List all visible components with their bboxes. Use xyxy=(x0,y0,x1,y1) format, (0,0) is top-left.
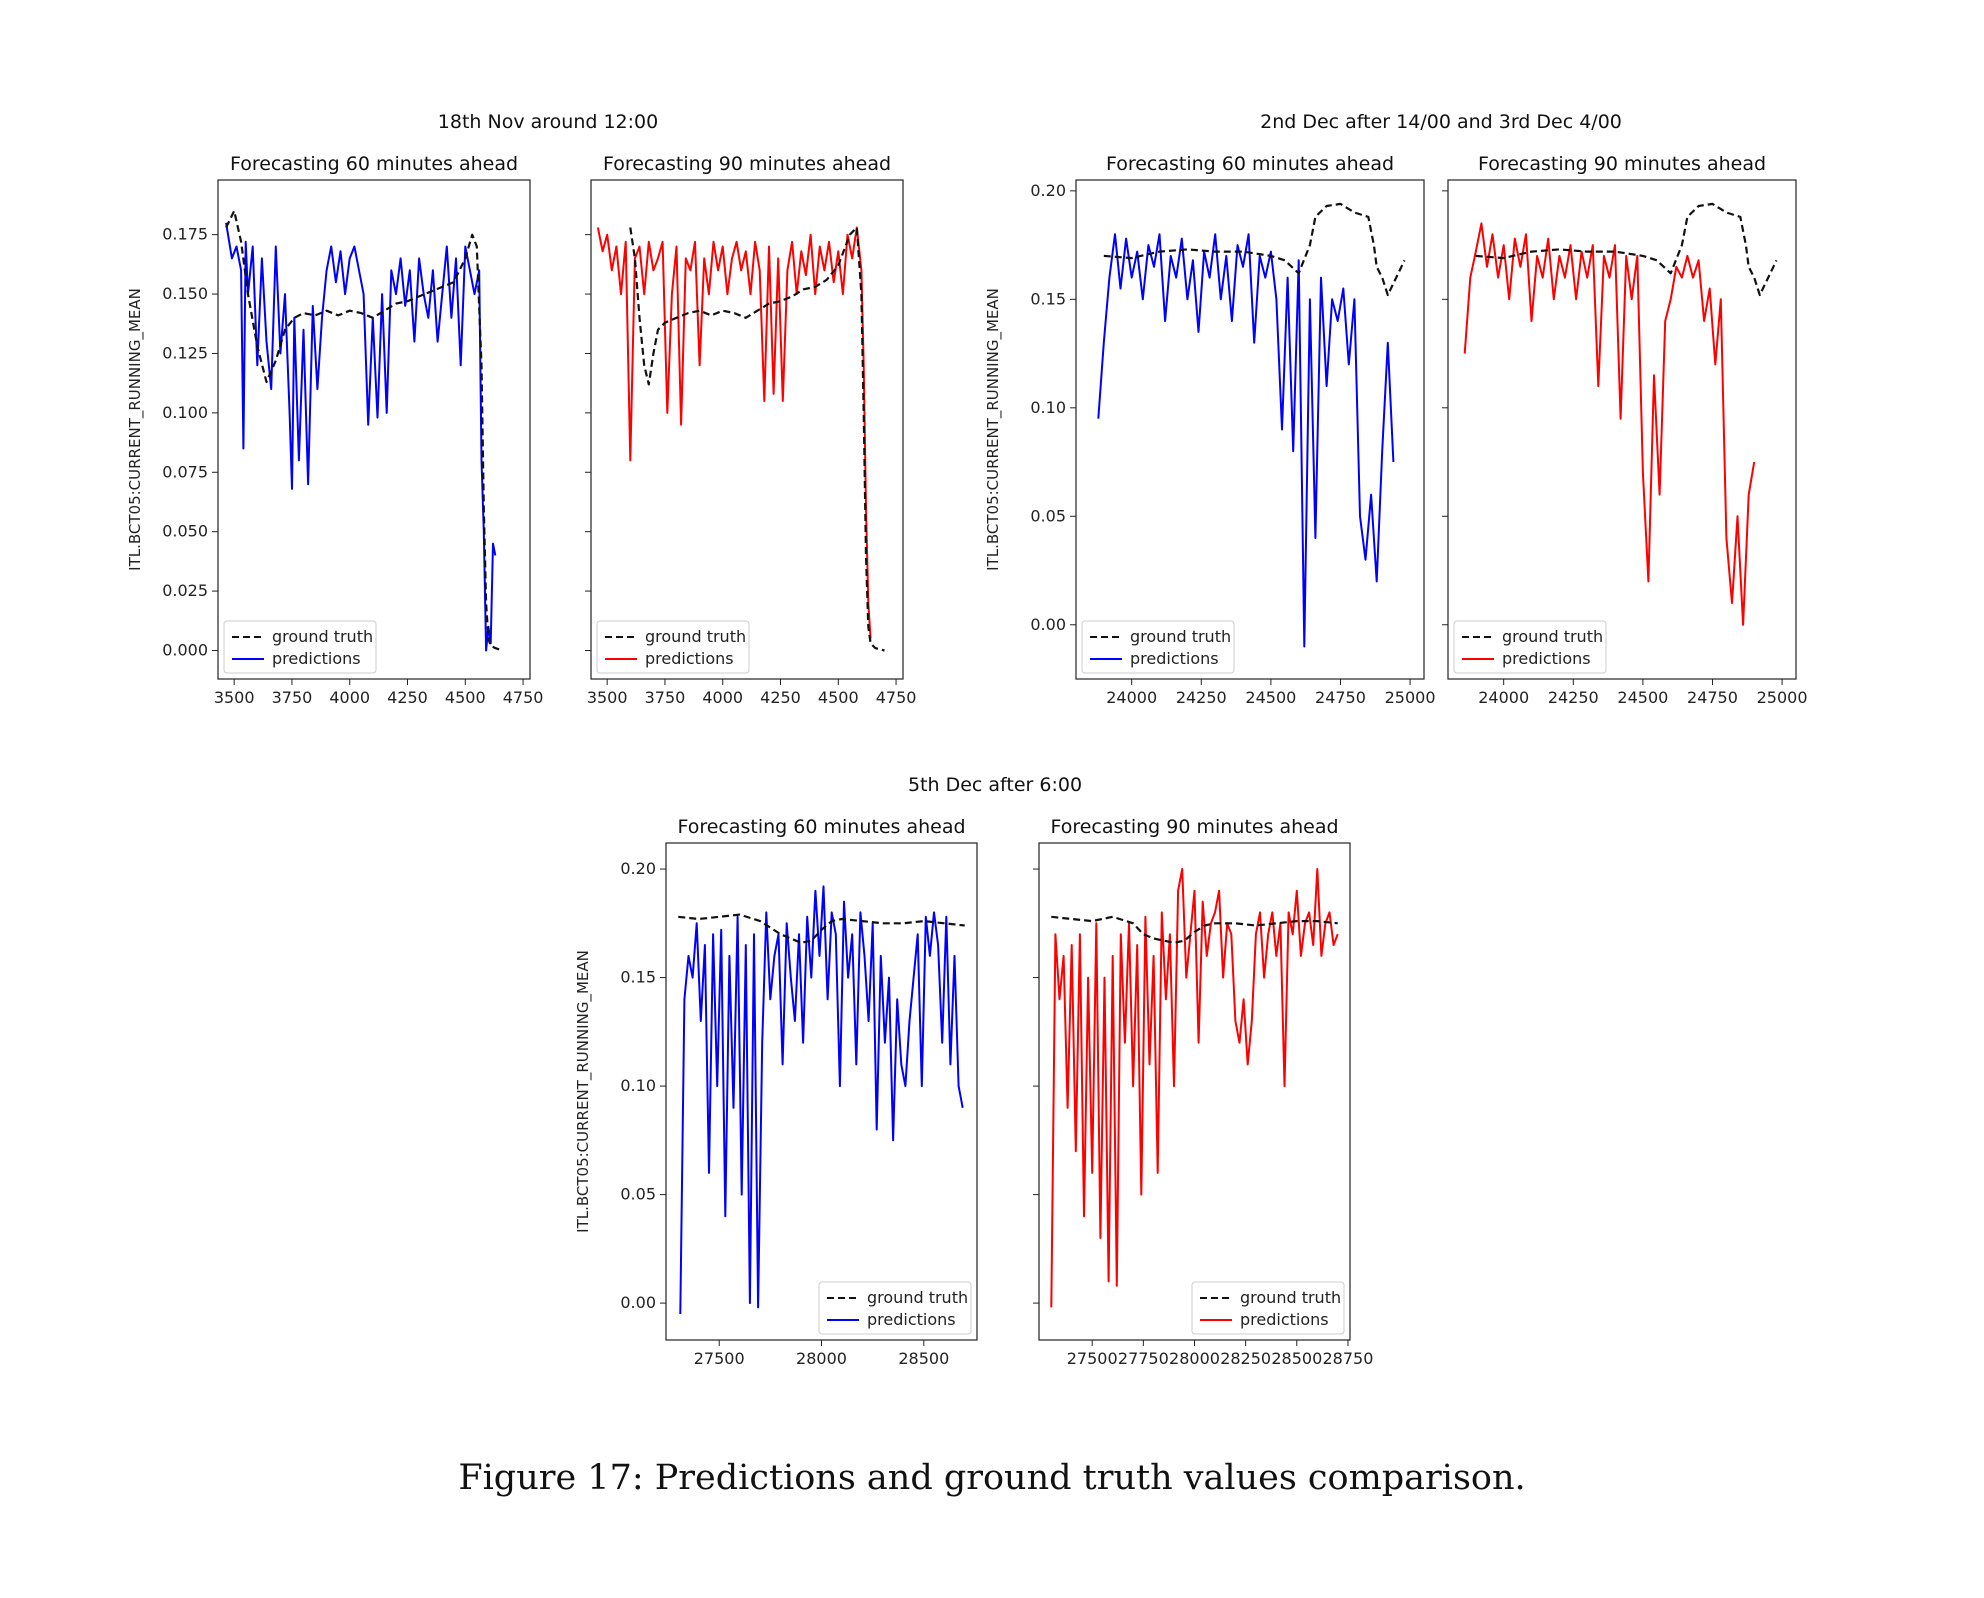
plot-frame xyxy=(217,179,531,680)
chart-panel-3: Forecasting 90 minutes ahead 24000 24250 24… xyxy=(1442,153,1808,707)
series-line-predictions xyxy=(1050,868,1339,1308)
x-tick-label: 24750 xyxy=(1687,688,1738,707)
x-tick-label: 4500 xyxy=(818,688,859,707)
series-line-ground-truth xyxy=(1103,202,1406,297)
chart-panel-1: Forecasting 90 minutes ahead 3500 3750 4000… xyxy=(585,153,916,707)
y-tick-label: 0.10 xyxy=(1030,398,1066,417)
x-tick-label: 4750 xyxy=(876,688,917,707)
x-tick-label: 4000 xyxy=(702,688,743,707)
y-tick-label: 0.00 xyxy=(620,1293,656,1312)
series-line-predictions xyxy=(679,885,964,1315)
chart-panel-4: Forecasting 60 minutes ahead 27500 28000 28… xyxy=(574,816,978,1368)
y-tick-label: 0.05 xyxy=(1030,506,1066,525)
series-line-ground-truth xyxy=(678,913,965,944)
x-tick-label: 28750 xyxy=(1323,1349,1374,1368)
series-line-ground-truth xyxy=(629,226,885,652)
x-tick-label: 3500 xyxy=(214,688,255,707)
y-tick-label: 0.125 xyxy=(162,343,208,362)
y-axis-label: ITL.BCT05:CURRENT_RUNNING_MEAN xyxy=(126,288,145,571)
x-tick-label: 25000 xyxy=(1757,688,1808,707)
chart-title: Forecasting 90 minutes ahead xyxy=(603,153,891,175)
chart-title: Forecasting 60 minutes ahead xyxy=(230,153,518,175)
x-tick-label: 27750 xyxy=(1118,1349,1169,1368)
series-line-predictions xyxy=(596,226,872,639)
x-tick-label: 3750 xyxy=(272,688,313,707)
y-axis-label: ITL.BCT05:CURRENT_RUNNING_MEAN xyxy=(984,288,1003,571)
x-tick-label: 4500 xyxy=(445,688,486,707)
legend-label-ground-truth: ground truth xyxy=(867,1288,968,1307)
y-tick-label: 0.00 xyxy=(1030,615,1066,634)
legend-label-predictions: predictions xyxy=(867,1310,956,1329)
legend-label-predictions: predictions xyxy=(1502,649,1591,668)
y-tick-label: 0.20 xyxy=(620,859,656,878)
chart-panel-0: Forecasting 60 minutes ahead 3500 3750 4000… xyxy=(126,153,543,707)
x-tick-label: 3500 xyxy=(587,688,628,707)
y-tick-label: 0.20 xyxy=(1030,181,1066,200)
chart-title: Forecasting 90 minutes ahead xyxy=(1478,153,1766,175)
legend-label-ground-truth: ground truth xyxy=(1130,627,1231,646)
legend-label-ground-truth: ground truth xyxy=(1502,627,1603,646)
legend-label-predictions: predictions xyxy=(1130,649,1219,668)
x-tick-label: 27500 xyxy=(1067,1349,1118,1368)
x-tick-label: 28250 xyxy=(1220,1349,1271,1368)
y-axis-label: ITL.BCT05:CURRENT_RUNNING_MEAN xyxy=(574,950,593,1233)
y-tick-label: 0.075 xyxy=(162,462,208,481)
series-line-ground-truth xyxy=(1475,202,1778,297)
y-tick-label: 0.175 xyxy=(162,225,208,244)
y-tick-label: 0.15 xyxy=(620,968,656,987)
y-tick-label: 0.10 xyxy=(620,1076,656,1095)
y-tick-label: 0.000 xyxy=(162,640,208,659)
chart-title: Forecasting 60 minutes ahead xyxy=(677,816,965,838)
x-tick-label: 4750 xyxy=(503,688,544,707)
legend-label-predictions: predictions xyxy=(272,649,361,668)
legend-label-ground-truth: ground truth xyxy=(272,627,373,646)
y-tick-label: 0.15 xyxy=(1030,289,1066,308)
x-tick-label: 24500 xyxy=(1245,688,1296,707)
legend-label-predictions: predictions xyxy=(645,649,734,668)
x-tick-label: 28500 xyxy=(1271,1349,1322,1368)
group-title-dec5: 5th Dec after 6:00 xyxy=(908,774,1082,796)
x-tick-label: 24750 xyxy=(1315,688,1366,707)
x-tick-label: 27500 xyxy=(694,1349,745,1368)
series-line-ground-truth xyxy=(1051,915,1338,944)
x-tick-label: 4000 xyxy=(329,688,370,707)
series-line-predictions xyxy=(1463,222,1756,626)
y-tick-label: 0.050 xyxy=(162,522,208,541)
chart-panel-2: Forecasting 60 minutes ahead 24000 24250 24… xyxy=(984,153,1436,707)
y-tick-label: 0.025 xyxy=(162,581,208,600)
x-tick-label: 24250 xyxy=(1548,688,1599,707)
legend-label-ground-truth: ground truth xyxy=(645,627,746,646)
x-tick-label: 24500 xyxy=(1617,688,1668,707)
x-tick-label: 28000 xyxy=(796,1349,847,1368)
x-tick-label: 28000 xyxy=(1169,1349,1220,1368)
y-tick-label: 0.05 xyxy=(620,1185,656,1204)
x-tick-label: 28500 xyxy=(898,1349,949,1368)
legend-label-predictions: predictions xyxy=(1240,1310,1329,1329)
x-tick-label: 25000 xyxy=(1385,688,1436,707)
chart-title: Forecasting 90 minutes ahead xyxy=(1050,816,1338,838)
x-tick-label: 24000 xyxy=(1478,688,1529,707)
y-tick-label: 0.100 xyxy=(162,403,208,422)
series-line-ground-truth xyxy=(225,209,503,652)
chart-title: Forecasting 60 minutes ahead xyxy=(1106,153,1394,175)
x-tick-label: 4250 xyxy=(760,688,801,707)
x-tick-label: 24250 xyxy=(1176,688,1227,707)
x-tick-label: 24000 xyxy=(1106,688,1157,707)
group-title-dec2-dec3: 2nd Dec after 14/00 and 3rd Dec 4/00 xyxy=(1260,111,1622,133)
legend-label-ground-truth: ground truth xyxy=(1240,1288,1341,1307)
x-tick-label: 4250 xyxy=(387,688,428,707)
figure-caption: Figure 17: Predictions and ground truth … xyxy=(458,1458,1526,1498)
x-tick-label: 3750 xyxy=(645,688,686,707)
group-title-nov18: 18th Nov around 12:00 xyxy=(438,111,658,133)
y-tick-label: 0.150 xyxy=(162,284,208,303)
